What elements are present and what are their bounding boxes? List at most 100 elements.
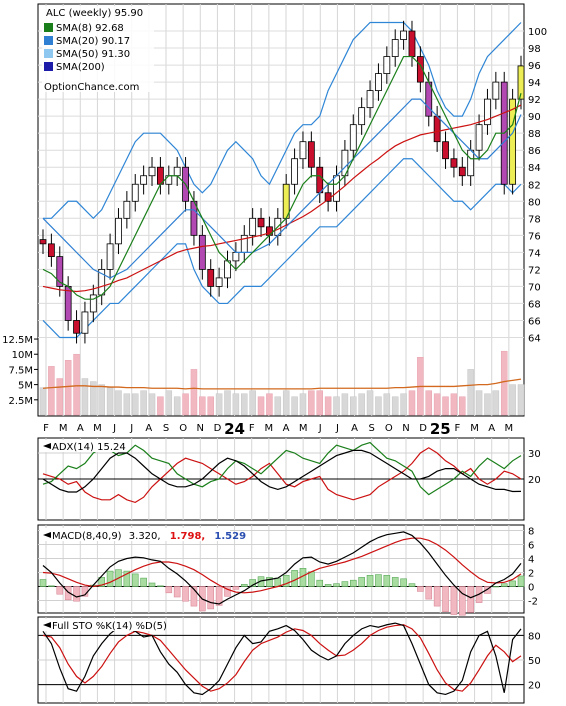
volume-bar bbox=[165, 390, 173, 416]
volume-bar bbox=[500, 350, 508, 416]
macd-histogram-bar bbox=[148, 582, 156, 587]
macd-histogram-bar bbox=[182, 586, 189, 602]
macd-histogram-bar bbox=[450, 586, 458, 615]
candle-body bbox=[383, 56, 391, 74]
volume-bar bbox=[324, 396, 332, 416]
sto-yticks-1: 50 bbox=[528, 656, 541, 667]
x-tick-16: J bbox=[318, 423, 322, 434]
macd-value: 3.320, bbox=[129, 531, 161, 542]
x-tick-2: A bbox=[77, 423, 84, 434]
candle-body bbox=[115, 217, 122, 245]
macd-histogram-bar bbox=[349, 579, 357, 587]
macd-histogram-bar bbox=[131, 573, 139, 587]
macd-yticks-2: 4 bbox=[528, 555, 534, 566]
legend-label-1: SMA(20) 90.17 bbox=[56, 36, 130, 47]
volume-bar bbox=[291, 396, 298, 416]
chart-title: ALC (weekly) 95.90 bbox=[46, 8, 143, 19]
macd-histogram-bar bbox=[224, 586, 231, 597]
bollinger-lower-line bbox=[42, 158, 522, 339]
candle-body bbox=[173, 166, 181, 177]
volume-bar bbox=[81, 378, 89, 416]
candle-body bbox=[215, 277, 223, 287]
legend: ALC (weekly) 95.90 SMA(8) 92.68 SMA(20) 9… bbox=[42, 6, 154, 93]
macd-histogram-bar bbox=[165, 586, 173, 594]
bollinger-upper-line bbox=[43, 21, 522, 220]
candle-body bbox=[140, 175, 148, 185]
macd-histogram-bar bbox=[240, 584, 248, 587]
candle-body bbox=[484, 98, 491, 126]
candle-body bbox=[81, 311, 89, 334]
candle-body bbox=[291, 158, 298, 185]
x-tick-5: J bbox=[129, 423, 133, 434]
macd-histogram-bar bbox=[341, 581, 349, 587]
volume-bar bbox=[475, 390, 483, 416]
adx-yticks-0: 30 bbox=[528, 449, 541, 460]
macd-panel: 8 6 4 2 0 -2 MACD(8,40,9) 3.320, 1.798, 1.529 bbox=[37, 524, 538, 616]
price-y-tick-13: 74 bbox=[528, 248, 541, 259]
macd-histogram-bar bbox=[308, 571, 315, 587]
macd-histogram-bar bbox=[492, 586, 500, 588]
candle-body bbox=[257, 217, 265, 228]
macd-histogram-bar bbox=[56, 586, 64, 595]
candle-body bbox=[517, 65, 525, 100]
macd-histogram-bar bbox=[442, 586, 449, 613]
candle-body bbox=[450, 158, 458, 168]
x-axis: F M A M J J A S O N D 24 F M A M J J A S O N D 25 F M A M bbox=[43, 420, 513, 438]
legend-label-0: SMA(8) 92.68 bbox=[56, 23, 124, 34]
x-tick-10: D bbox=[214, 423, 222, 434]
candle-body bbox=[249, 217, 257, 236]
macd-line bbox=[42, 531, 522, 605]
volume-bar bbox=[241, 393, 248, 416]
x-tick-24: F bbox=[455, 423, 461, 434]
watermark: OptionChance.com bbox=[44, 82, 139, 93]
plus_di-line bbox=[42, 441, 522, 496]
legend-swatch-0 bbox=[44, 23, 53, 32]
candle-body bbox=[375, 73, 382, 92]
x-tick-11: 24 bbox=[224, 420, 245, 438]
x-tick-9: N bbox=[197, 423, 204, 434]
macd-histogram-bar bbox=[433, 586, 441, 607]
price-y-tick-0: 100 bbox=[528, 27, 547, 38]
candle-body bbox=[349, 124, 357, 151]
volume-bar bbox=[350, 396, 357, 416]
sma-long-line bbox=[42, 104, 522, 293]
x-tick-18: A bbox=[351, 423, 358, 434]
candle-body bbox=[64, 286, 72, 321]
candle-body bbox=[333, 175, 340, 202]
x-tick-20: O bbox=[385, 423, 393, 434]
volume-bar bbox=[48, 366, 55, 416]
macd-histogram-bar bbox=[500, 583, 508, 587]
volume-bar bbox=[425, 390, 433, 416]
macd-histogram-bar bbox=[400, 578, 407, 587]
volume-bar bbox=[215, 393, 223, 416]
macd-histogram-bar bbox=[375, 574, 382, 587]
macd-histogram-bar bbox=[73, 586, 80, 602]
volume-bar bbox=[157, 396, 164, 416]
volume-bar bbox=[274, 396, 282, 416]
candle-body bbox=[492, 81, 500, 100]
macd-yticks-5: -2 bbox=[528, 597, 538, 608]
macd-histogram-bar bbox=[408, 583, 416, 587]
macd-histogram-bar bbox=[417, 586, 424, 592]
volume-bar bbox=[450, 393, 458, 416]
price-panel: 100989694929088868482807876747270686664 … bbox=[2, 3, 547, 417]
volume-bar bbox=[257, 396, 265, 416]
candle-body bbox=[73, 320, 80, 334]
signal-line bbox=[42, 537, 522, 594]
volume-bar bbox=[517, 384, 525, 416]
legend-background bbox=[42, 6, 154, 92]
sto-label-arrow-icon bbox=[43, 622, 51, 628]
candle-body bbox=[56, 256, 64, 287]
adx-line bbox=[42, 449, 522, 493]
volume-bar bbox=[190, 369, 198, 416]
x-tick-1: M bbox=[59, 423, 68, 434]
macd-yticks-3: 2 bbox=[528, 569, 534, 580]
macd-signal-value: 1.798, bbox=[170, 531, 205, 542]
price-y-tick-15: 70 bbox=[528, 282, 541, 293]
macd-label: MACD(8,40,9) bbox=[52, 531, 122, 542]
candle-body bbox=[123, 200, 131, 219]
macd-histogram-bar bbox=[467, 586, 474, 613]
macd-histogram-bar bbox=[316, 579, 324, 587]
candle-body bbox=[433, 115, 441, 143]
macd-histogram-bar bbox=[123, 570, 131, 587]
